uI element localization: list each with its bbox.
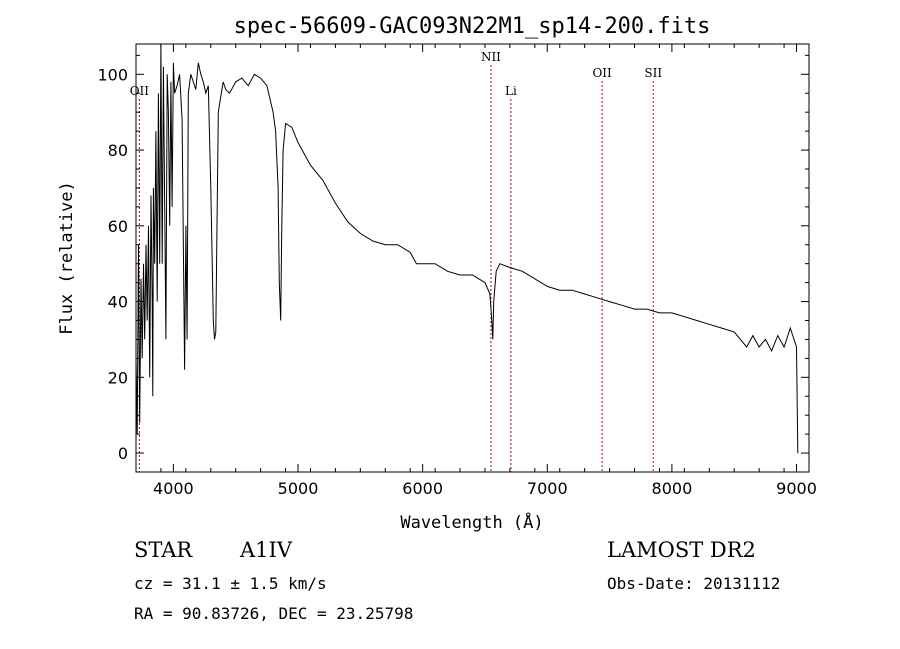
y-axis-label: Flux (relative)	[57, 181, 77, 335]
y-tick-label: 20	[108, 368, 128, 387]
obs-date: Obs-Date: 20131112	[607, 574, 781, 593]
annotation-label: NII	[481, 50, 501, 64]
annotation-label: Li	[505, 84, 517, 98]
coordinates-readout: RA = 90.83726, DEC = 23.25798	[134, 604, 414, 623]
object-class: STAR	[134, 538, 193, 562]
survey-name: LAMOST DR2	[607, 538, 756, 562]
x-tick-label: 8000	[652, 479, 693, 498]
y-tick-label: 40	[108, 293, 128, 312]
annotation-label: SII	[644, 66, 662, 80]
object-subclass: A1IV	[240, 538, 292, 562]
annotation-label: OII	[130, 84, 150, 98]
line-annotations: OII NII Li OII SII	[130, 50, 662, 472]
chart-title: spec-56609-GAC093N22M1_sp14-200.fits	[234, 14, 711, 39]
y-tick-label: 100	[97, 65, 128, 84]
spectrum-line	[135, 43, 799, 454]
x-tick-label: 9000	[776, 479, 817, 498]
x-tick-label: 4000	[153, 479, 194, 498]
x-tick-label: 7000	[527, 479, 568, 498]
y-tick-label: 80	[108, 141, 128, 160]
annotation-label: OII	[592, 66, 612, 80]
plot-frame	[135, 43, 810, 473]
y-tick-label: 60	[108, 217, 128, 236]
x-axis-label: Wavelength (Å)	[400, 511, 543, 533]
x-tick-label: 6000	[402, 479, 443, 498]
redshift-readout: cz = 31.1 ± 1.5 km/s	[134, 574, 327, 593]
axis-ticks: 4000 5000 6000 7000 8000 9000 0 20 40 60 80 100	[97, 44, 817, 498]
y-tick-label: 0	[118, 444, 128, 463]
x-tick-label: 5000	[278, 479, 319, 498]
